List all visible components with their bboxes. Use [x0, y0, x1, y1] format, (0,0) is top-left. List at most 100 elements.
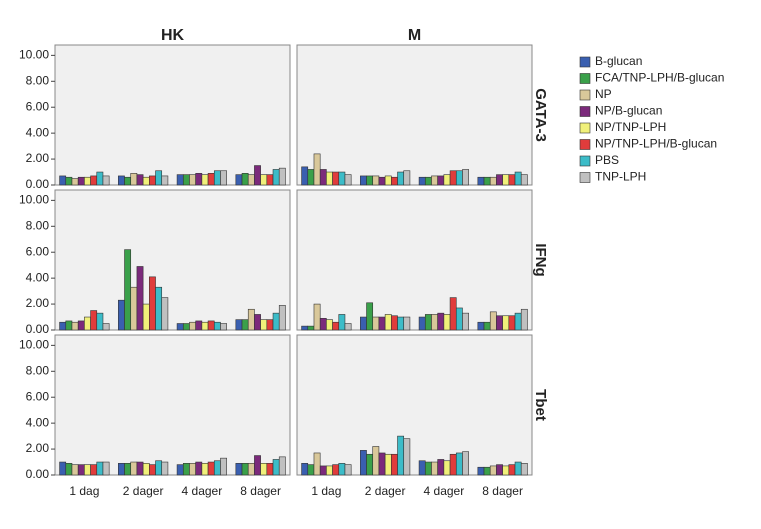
bar — [260, 463, 268, 476]
bar — [489, 311, 497, 331]
bar — [155, 286, 163, 331]
bar — [247, 308, 255, 331]
bar — [496, 174, 503, 186]
bar — [77, 464, 85, 476]
bar — [65, 320, 73, 331]
bar — [220, 457, 227, 476]
bar — [124, 176, 132, 186]
bar — [418, 316, 426, 331]
bar — [502, 465, 510, 476]
bar — [418, 176, 426, 186]
bar — [161, 461, 169, 476]
bar — [176, 323, 184, 331]
bar — [102, 175, 110, 186]
bar — [235, 174, 243, 186]
bar — [220, 323, 227, 331]
bar — [195, 173, 203, 186]
bar — [378, 316, 386, 331]
bar — [59, 321, 67, 331]
y-tick-label: 8.00 — [26, 363, 50, 377]
x-tick-label: 4 dager — [182, 484, 223, 498]
bar — [278, 167, 286, 186]
legend-swatch — [579, 155, 591, 167]
y-tick-label: 8.00 — [26, 73, 50, 87]
bar — [483, 466, 491, 476]
bar — [483, 321, 491, 331]
bar — [449, 453, 457, 476]
bar — [496, 464, 503, 476]
y-tick-label: 8.00 — [26, 218, 50, 232]
bar — [118, 463, 125, 476]
bar — [384, 453, 392, 476]
bar — [307, 464, 315, 476]
bar — [391, 315, 398, 331]
bar — [431, 175, 438, 186]
bar — [372, 175, 380, 186]
bar — [338, 171, 346, 186]
bar — [313, 153, 321, 186]
bar — [384, 175, 392, 186]
legend-label: B-glucan — [595, 54, 642, 68]
bar — [443, 314, 451, 331]
bar — [272, 169, 280, 186]
bar — [65, 463, 73, 476]
bar — [254, 455, 261, 476]
panel — [296, 44, 533, 186]
row-label: Tbet — [532, 389, 549, 421]
bar — [403, 316, 411, 331]
bar — [437, 175, 445, 186]
bar — [301, 463, 309, 476]
bar — [155, 170, 163, 186]
bar — [332, 321, 340, 331]
legend-swatch — [579, 122, 591, 134]
bar — [477, 321, 485, 331]
bar — [77, 320, 85, 331]
legend-swatch — [579, 56, 591, 68]
x-tick-label: 1 dag — [311, 484, 341, 498]
bar — [508, 464, 516, 476]
bar — [118, 175, 125, 186]
bar — [235, 319, 243, 331]
bar — [102, 323, 110, 331]
bar — [378, 452, 386, 476]
legend-label: NP/TNP-LPH — [595, 120, 666, 134]
bar — [462, 312, 469, 331]
bar — [443, 174, 451, 186]
bar — [90, 175, 98, 186]
bar — [272, 459, 280, 476]
bar — [403, 438, 411, 476]
bar — [332, 464, 340, 476]
panel — [296, 334, 533, 476]
bar — [520, 174, 528, 186]
bar — [278, 456, 286, 476]
bar — [326, 171, 333, 186]
bar — [307, 325, 315, 331]
bar — [161, 175, 169, 186]
bar — [397, 435, 405, 476]
bar — [176, 174, 184, 186]
bar — [437, 312, 445, 331]
bar — [502, 174, 510, 186]
bar — [338, 463, 346, 476]
bar — [59, 461, 67, 476]
bar — [213, 321, 221, 331]
bar — [176, 464, 184, 476]
bar — [326, 465, 333, 476]
bar — [397, 171, 405, 186]
bar — [366, 453, 374, 476]
bar — [254, 165, 261, 186]
bar — [372, 316, 380, 331]
bar — [424, 314, 432, 331]
y-tick-label: 10.00 — [19, 338, 49, 352]
bar — [403, 170, 411, 186]
bar — [71, 178, 79, 186]
bar — [142, 303, 150, 331]
bar — [182, 463, 190, 476]
bar — [130, 173, 138, 186]
bar — [71, 321, 79, 331]
bar — [189, 321, 196, 331]
x-tick-label: 4 dager — [424, 484, 465, 498]
bar — [182, 323, 190, 331]
bar — [391, 453, 398, 476]
